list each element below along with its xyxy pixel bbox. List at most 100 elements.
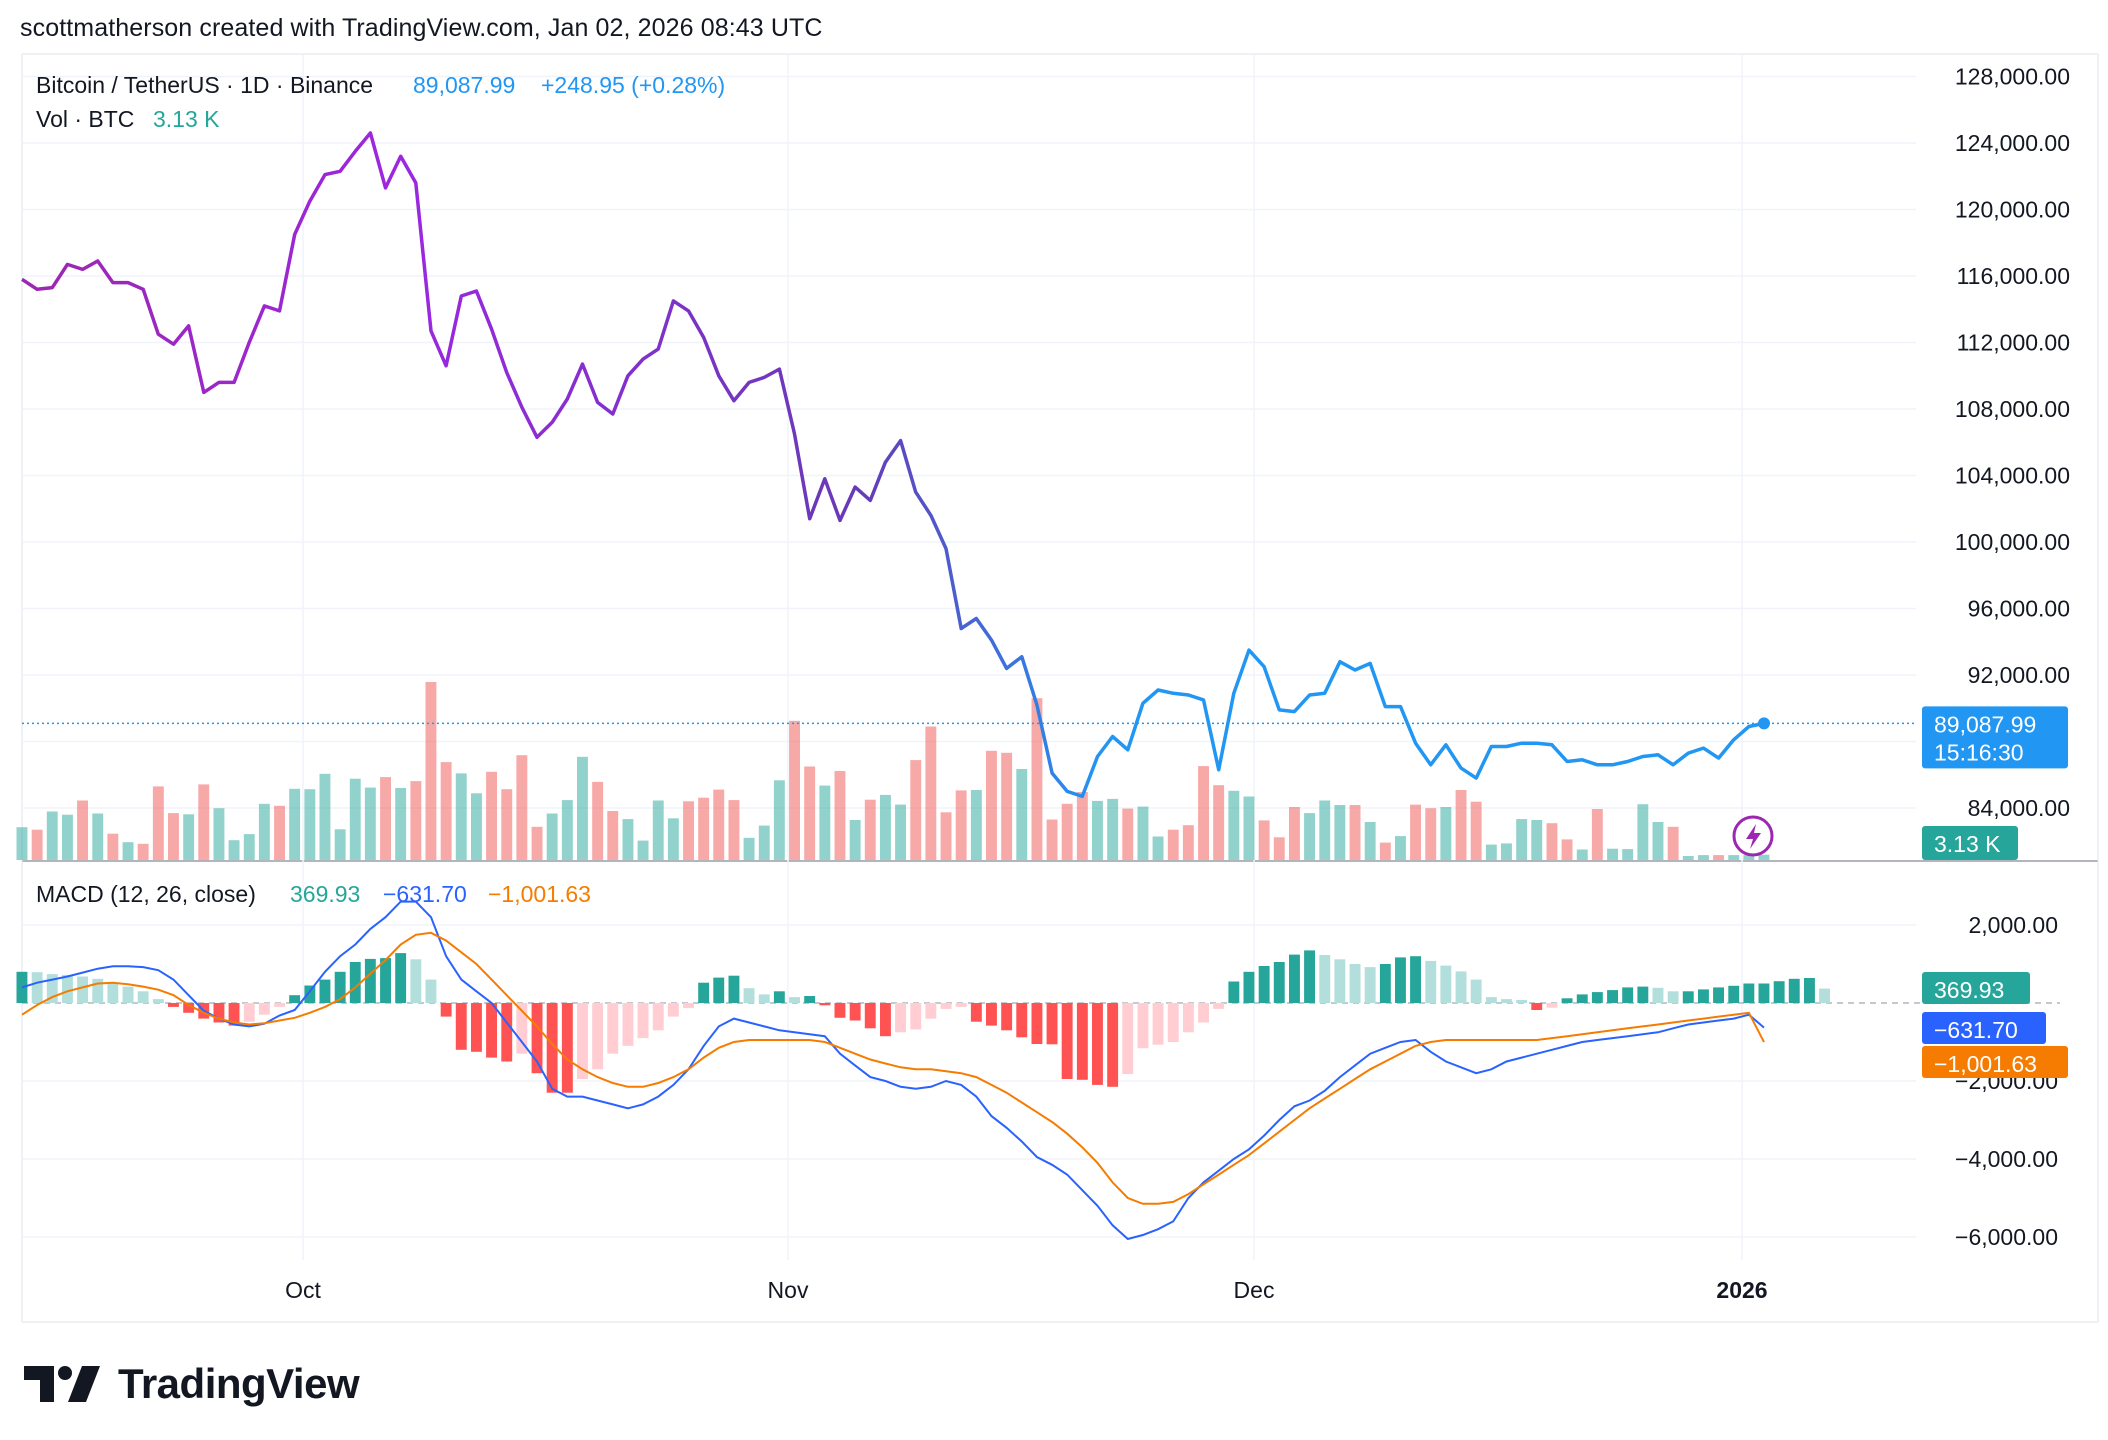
grid-lines	[21, 53, 2099, 1323]
date-axis-tick-label: Oct	[285, 1277, 321, 1303]
price-axis-tick-label: 116,000.00	[1957, 263, 2070, 289]
volume-bar	[1061, 803, 1073, 860]
volume-bar	[16, 827, 28, 860]
macd-histogram-bar	[698, 982, 710, 1003]
tradingview-logo[interactable]: TradingView	[24, 1358, 360, 1410]
macd-histogram-bar	[1440, 965, 1452, 1003]
volume-bar	[1243, 796, 1255, 860]
macd-histogram-bar	[31, 972, 43, 1003]
volume-bar	[667, 818, 679, 860]
volume-bar	[849, 820, 861, 861]
volume-bar	[880, 794, 891, 860]
volume-bar	[1076, 792, 1088, 860]
volume-bar	[1561, 839, 1573, 860]
volume-bar	[758, 825, 770, 860]
macd-histogram-bar	[243, 1003, 255, 1022]
macd-histogram-bar	[1728, 985, 1740, 1003]
price-axis-tick-label: 112,000.00	[1957, 330, 2070, 356]
macd-histogram-bar	[531, 1003, 543, 1074]
volume-bar	[622, 819, 634, 860]
volume-bar	[319, 773, 331, 860]
macd-histogram-bar	[1016, 1003, 1028, 1038]
macd-histogram-bar	[152, 999, 164, 1003]
macd-histogram-bar	[1107, 1003, 1119, 1087]
volume-bar	[652, 800, 664, 860]
macd-line-value: −631.70	[383, 881, 467, 907]
volume-bar	[77, 800, 88, 860]
volume-bar	[1485, 844, 1497, 860]
volume-bar	[1107, 798, 1119, 860]
macd-histogram-bar	[364, 958, 376, 1003]
volume-bar	[486, 771, 497, 860]
volume-bar	[1622, 849, 1634, 860]
price-axis-tick-label: 100,000.00	[1955, 529, 2070, 555]
macd-histogram-bar	[168, 1003, 179, 1007]
macd-histogram-bar	[1046, 1003, 1058, 1045]
macd-histogram-bar	[1561, 998, 1573, 1003]
volume-bar	[122, 842, 134, 860]
macd-histogram-bar	[1425, 960, 1437, 1003]
volume-bar	[1122, 808, 1134, 860]
volume-bar	[1001, 752, 1013, 860]
macd-histogram-bar	[1652, 987, 1664, 1003]
macd-histogram-bar	[410, 959, 422, 1003]
macd-histogram-bar	[62, 974, 73, 1003]
vol-label: Vol · BTC	[36, 106, 134, 132]
volume-bar	[364, 787, 376, 860]
volume-bar	[455, 773, 467, 860]
macd-histogram	[16, 950, 2060, 1093]
volume-bar	[31, 829, 43, 860]
tradingview-wordmark: TradingView	[118, 1360, 360, 1407]
macd-histogram-bar	[1152, 1003, 1164, 1045]
macd-histogram-bar	[546, 1003, 558, 1093]
price-axis-tick-label: 124,000.00	[1955, 130, 2070, 156]
lightning-icon[interactable]	[1732, 815, 1774, 857]
macd-histogram-bar	[1122, 1003, 1134, 1074]
price-axis-tick-label: 108,000.00	[1955, 396, 2070, 422]
macd-histogram-bar	[1349, 964, 1361, 1003]
macd-histogram-bar	[743, 988, 755, 1003]
macd-histogram-bar	[92, 978, 104, 1003]
macd-histogram-bar	[773, 991, 785, 1003]
volume-bar	[970, 790, 982, 860]
volume-bar	[228, 840, 240, 860]
volume-bars	[16, 682, 1770, 861]
volume-bar	[607, 811, 619, 860]
macd-histogram-bar	[1607, 990, 1618, 1003]
volume-bar	[1016, 769, 1028, 860]
volume-bar	[274, 805, 285, 860]
price-series-line	[21, 131, 1765, 799]
macd-histogram-bar	[561, 1003, 573, 1093]
volume-bar	[501, 789, 513, 860]
volume-bar	[1576, 849, 1588, 860]
macd-histogram-bar	[728, 975, 740, 1003]
macd-histogram-bar	[1273, 962, 1285, 1003]
volume-bar	[683, 801, 694, 860]
macd-histogram-bar	[501, 1003, 513, 1062]
volume-bar	[1258, 820, 1270, 860]
macd-histogram-bar	[1819, 988, 1830, 1003]
volume-bar	[213, 808, 225, 860]
volume-bar	[1410, 804, 1421, 860]
volume-bar	[728, 800, 740, 860]
volume-bar	[1501, 843, 1512, 860]
macd-histogram-bar	[713, 977, 725, 1003]
volume-bar	[955, 790, 967, 860]
macd-histogram-bar	[1167, 1003, 1179, 1042]
macd-histogram-bar	[789, 997, 800, 1003]
svg-text:−631.70: −631.70	[1934, 1017, 2018, 1043]
svg-text:89,087.99: 89,087.99	[1934, 711, 2036, 737]
macd-histogram-bar	[1698, 989, 1709, 1003]
volume-bar	[910, 760, 922, 860]
volume-bar	[1698, 855, 1709, 860]
macd-histogram-bar	[1092, 1003, 1103, 1085]
macd-histogram-bar	[122, 986, 134, 1003]
volume-bar	[152, 786, 164, 860]
macd-histogram-bar	[183, 1003, 195, 1013]
volume-bar	[1198, 766, 1209, 860]
macd-hist-tag: 369.93	[1922, 972, 2030, 1004]
macd-histogram-bar	[970, 1003, 982, 1022]
macd-histogram-bar	[1622, 987, 1634, 1003]
svg-text:15:16:30: 15:16:30	[1934, 739, 2024, 765]
